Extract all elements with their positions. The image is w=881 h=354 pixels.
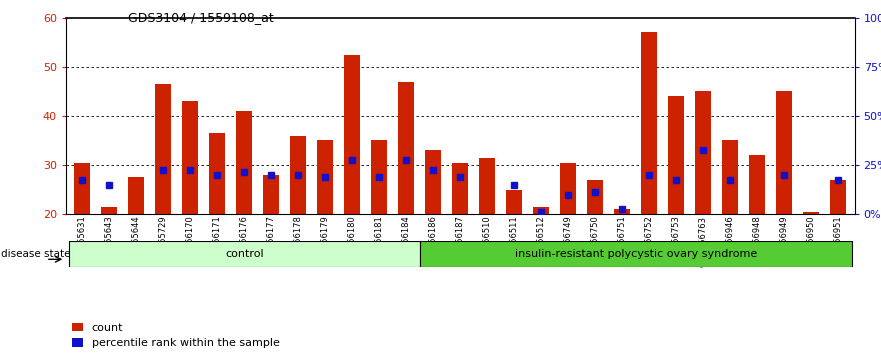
Text: control: control	[225, 249, 263, 259]
Bar	[209, 133, 226, 214]
Bar	[830, 180, 847, 214]
Bar	[776, 91, 793, 214]
Bar	[128, 177, 144, 214]
Bar	[371, 141, 388, 214]
Text: GDS3104 / 1559108_at: GDS3104 / 1559108_at	[128, 11, 273, 24]
Text: insulin-resistant polycystic ovary syndrome: insulin-resistant polycystic ovary syndr…	[515, 249, 757, 259]
Bar	[479, 158, 495, 214]
Bar	[182, 101, 198, 214]
Bar	[69, 241, 420, 267]
Bar	[452, 162, 469, 214]
Bar	[344, 55, 360, 214]
Text: disease state: disease state	[1, 249, 70, 259]
Bar	[101, 207, 117, 214]
Bar	[614, 209, 631, 214]
Bar	[507, 190, 522, 214]
Bar	[588, 180, 603, 214]
Bar	[426, 150, 441, 214]
Bar	[317, 141, 333, 214]
Bar	[722, 141, 738, 214]
Bar	[398, 81, 414, 214]
Bar	[749, 155, 766, 214]
Bar	[803, 212, 819, 214]
Bar	[155, 84, 172, 214]
Bar	[695, 91, 712, 214]
Bar	[420, 241, 852, 267]
Bar	[533, 207, 550, 214]
Bar	[236, 111, 252, 214]
Bar	[263, 175, 279, 214]
Legend: count, percentile rank within the sample: count, percentile rank within the sample	[71, 322, 279, 348]
Bar	[74, 162, 91, 214]
Bar	[560, 162, 576, 214]
Bar	[641, 33, 657, 214]
Bar	[290, 136, 307, 214]
Bar	[669, 96, 685, 214]
